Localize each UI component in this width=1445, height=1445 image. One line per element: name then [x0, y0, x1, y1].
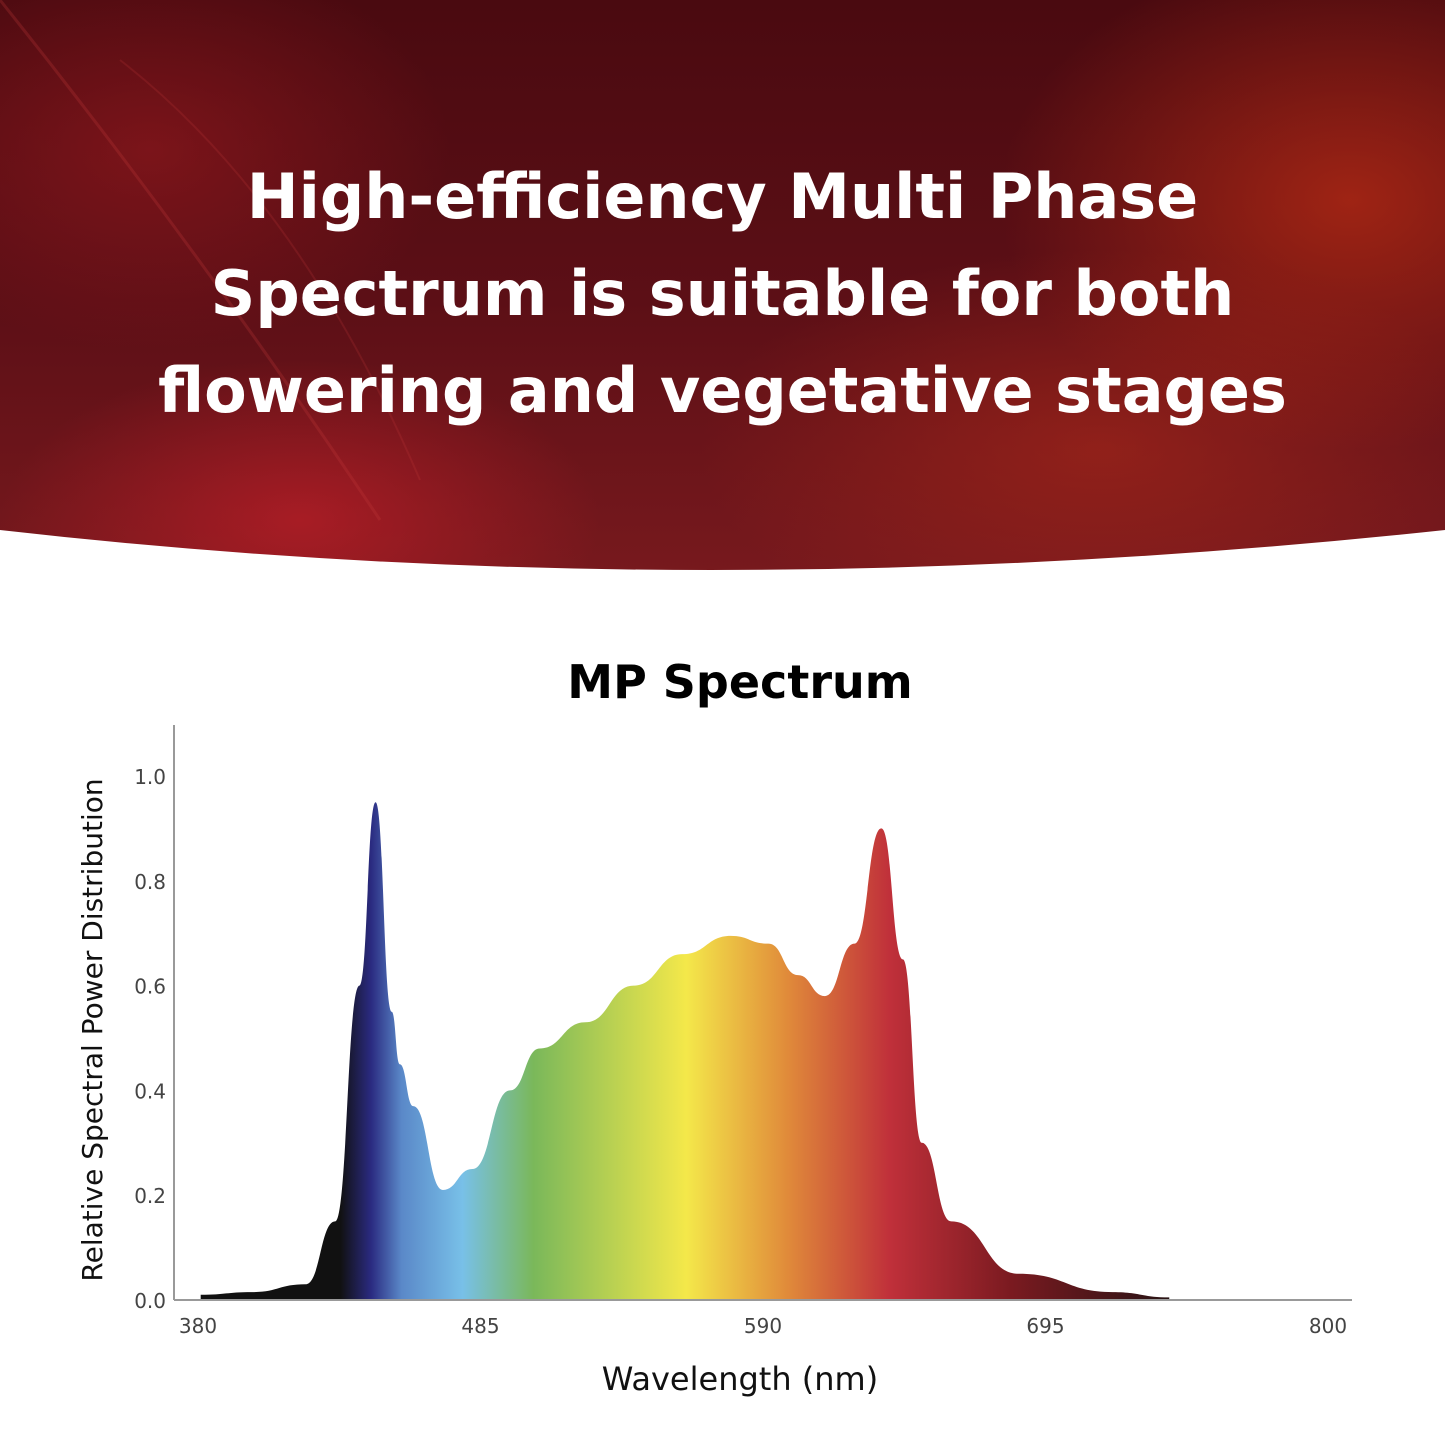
- hero-banner: High-efficiency Multi Phase Spectrum is …: [0, 0, 1445, 600]
- x-tick-label: 695: [1026, 1314, 1064, 1338]
- hero-title-line: Spectrum is suitable for both: [210, 257, 1235, 330]
- y-tick-label: 1.0: [134, 765, 166, 789]
- x-tick-label: 485: [461, 1314, 499, 1338]
- y-tick-label: 0.2: [134, 1184, 166, 1208]
- chart-title: MP Spectrum: [567, 655, 913, 709]
- y-axis-label: Relative Spectral Power Distribution: [76, 778, 109, 1281]
- x-tick-label: 380: [179, 1314, 217, 1338]
- x-axis-label: Wavelength (nm): [602, 1360, 878, 1398]
- spectrum-area-0: [200, 802, 1170, 1300]
- hero-title: High-efficiency Multi Phase Spectrum is …: [0, 148, 1445, 439]
- y-tick-label: 0.4: [134, 1079, 166, 1103]
- x-tick-label: 590: [744, 1314, 782, 1338]
- x-tick-label: 800: [1309, 1314, 1347, 1338]
- y-tick-label: 0.0: [134, 1289, 166, 1313]
- hero-title-line: flowering and vegetative stages: [158, 354, 1287, 427]
- y-tick-label: 0.6: [134, 975, 166, 999]
- y-tick-label: 0.8: [134, 870, 166, 894]
- hero-title-line: High-efficiency Multi Phase: [246, 160, 1199, 233]
- white-wave-divider: [0, 530, 1445, 600]
- leaf-background: [0, 0, 1445, 600]
